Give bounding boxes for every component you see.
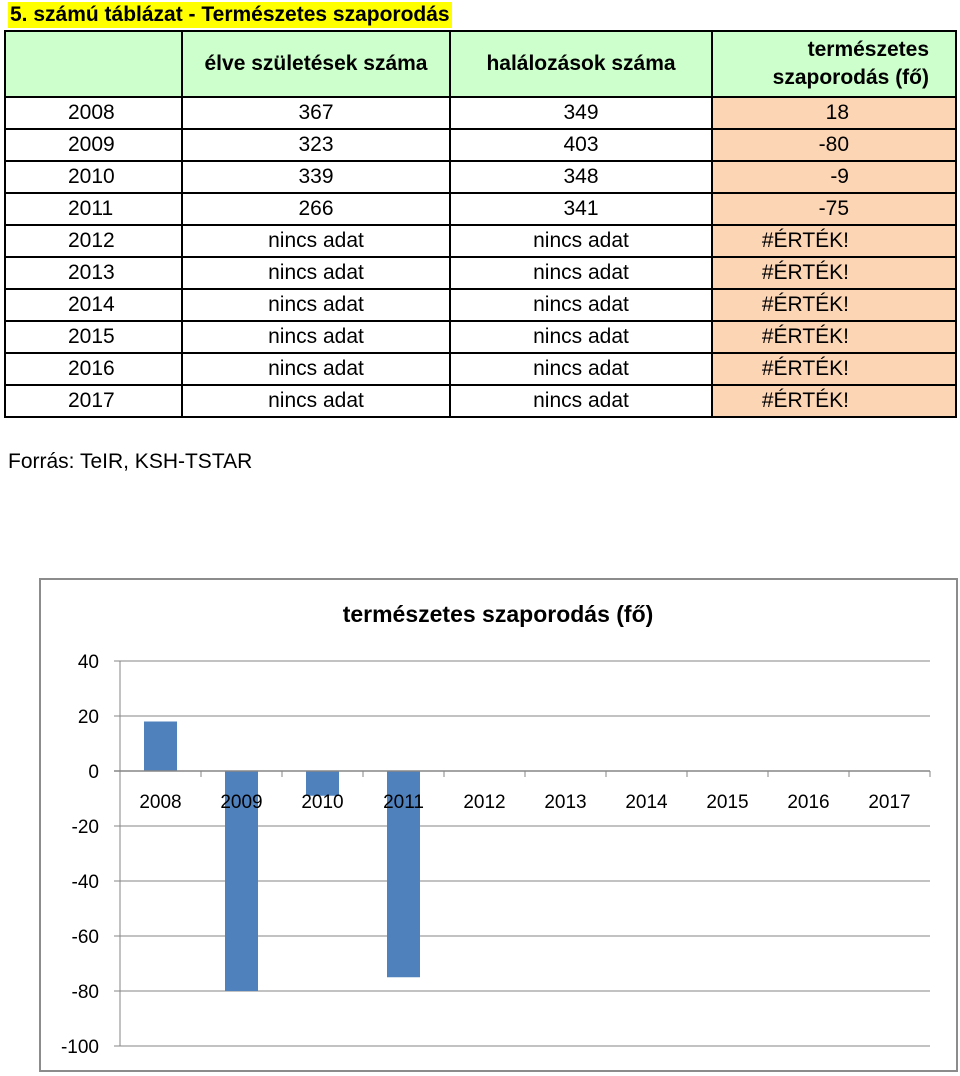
cell-births: nincs adat [181,256,451,290]
x-tick-label: 2017 [868,792,910,813]
source-note: Forrás: TeIR, KSH-TSTAR [8,450,253,473]
cell-deaths: nincs adat [449,320,713,354]
cell-deaths: nincs adat [449,256,713,290]
x-tick-label: 2008 [139,792,181,813]
table-row: 2014 nincs adat nincs adat #ÉRTÉK! [4,288,957,322]
cell-natural-increase: -75 [711,192,957,226]
cell-natural-increase: #ÉRTÉK! [711,256,957,290]
x-tick-label: 2009 [220,792,262,813]
cell-year: 2015 [4,320,183,354]
table-row: 2015 nincs adat nincs adat #ÉRTÉK! [4,320,957,354]
cell-year: 2008 [4,96,183,130]
cell-natural-increase: #ÉRTÉK! [711,352,957,386]
cell-natural-increase: 18 [711,96,957,130]
cell-births: nincs adat [181,384,451,418]
header-year [4,30,183,98]
table-row: 2010 339 348 -9 [4,160,957,194]
natural-increase-table: élve születések száma halálozások száma … [4,30,957,418]
table-row: 2012 nincs adat nincs adat #ÉRTÉK! [4,224,957,258]
y-tick-label: -80 [72,982,99,1003]
cell-deaths: 341 [449,192,713,226]
chart-title: természetes szaporodás (fő) [343,601,654,627]
cell-births: nincs adat [181,224,451,258]
cell-year: 2016 [4,352,183,386]
cell-births: nincs adat [181,352,451,386]
cell-deaths: nincs adat [449,224,713,258]
cell-natural-increase: #ÉRTÉK! [711,320,957,354]
y-tick-label: 40 [78,652,99,673]
bar [225,771,258,991]
table-caption: 5. számú táblázat - Természetes szaporod… [8,2,452,28]
x-tick-label: 2016 [787,792,829,813]
header-deaths: halálozások száma [449,30,713,98]
cell-year: 2014 [4,288,183,322]
cell-deaths: nincs adat [449,384,713,418]
cell-year: 2009 [4,128,183,162]
chart-frame [39,578,958,1072]
header-natural-increase-line2: szaporodás (fő) [772,66,929,89]
cell-natural-increase: #ÉRTÉK! [711,288,957,322]
cell-deaths: 349 [449,96,713,130]
bar [387,771,420,978]
y-tick-label: 20 [78,707,99,728]
y-tick-label: -20 [72,817,99,838]
cell-births: 339 [181,160,451,194]
table-row: 2011 266 341 -75 [4,192,957,226]
y-tick-label: -40 [72,872,99,893]
cell-deaths: nincs adat [449,288,713,322]
cell-year: 2017 [4,384,183,418]
cell-deaths: 348 [449,160,713,194]
cell-natural-increase: #ÉRTÉK! [711,224,957,258]
y-tick-label: -100 [61,1037,99,1058]
cell-deaths: nincs adat [449,352,713,386]
x-tick-label: 2015 [706,792,748,813]
table-row: 2009 323 403 -80 [4,128,957,162]
cell-births: nincs adat [181,288,451,322]
cell-births: 367 [181,96,451,130]
header-natural-increase: természetes szaporodás (fő) [711,30,957,98]
bar [144,721,177,771]
cell-year: 2011 [4,192,183,226]
table-row: 2017 nincs adat nincs adat #ÉRTÉK! [4,384,957,418]
cell-deaths: 403 [449,128,713,162]
table-header-row: élve születések száma halálozások száma … [4,30,957,98]
x-tick-label: 2012 [463,792,505,813]
y-tick-label: -60 [72,927,99,948]
cell-year: 2010 [4,160,183,194]
y-tick-label: 0 [88,762,99,783]
x-tick-label: 2014 [625,792,668,813]
header-natural-increase-line1: természetes [807,38,929,61]
cell-natural-increase: -9 [711,160,957,194]
cell-natural-increase: -80 [711,128,957,162]
x-tick-label: 2010 [301,792,343,813]
cell-births: 323 [181,128,451,162]
cell-natural-increase: #ÉRTÉK! [711,384,957,418]
cell-year: 2013 [4,256,183,290]
x-tick-label: 2013 [544,792,586,813]
header-births: élve születések száma [181,30,451,98]
cell-births: nincs adat [181,320,451,354]
table-row: 2016 nincs adat nincs adat #ÉRTÉK! [4,352,957,386]
table-row: 2013 nincs adat nincs adat #ÉRTÉK! [4,256,957,290]
cell-year: 2012 [4,224,183,258]
x-tick-label: 2011 [383,792,424,813]
cell-births: 266 [181,192,451,226]
table-row: 2008 367 349 18 [4,96,957,130]
bar [306,771,339,796]
